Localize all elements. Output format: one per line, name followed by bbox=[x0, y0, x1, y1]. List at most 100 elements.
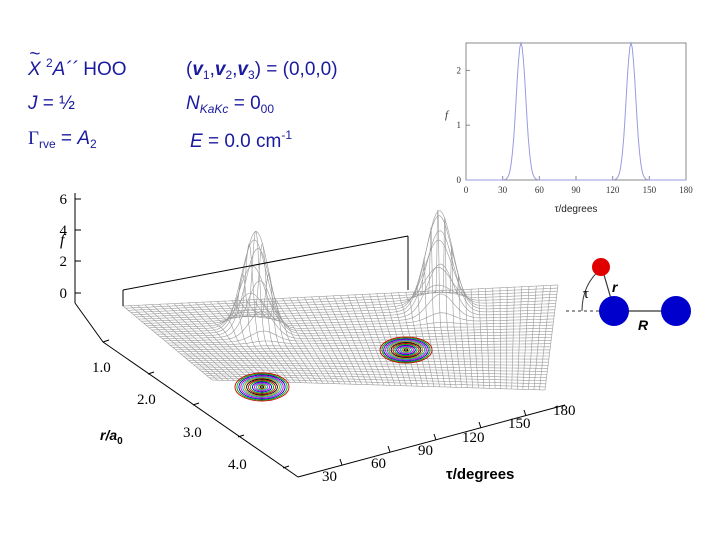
mesh-line-tau bbox=[260, 299, 318, 384]
contour-ring bbox=[399, 346, 413, 354]
mesh-line-r bbox=[170, 340, 552, 346]
mesh-line-tau bbox=[412, 285, 435, 387]
contour-ring bbox=[386, 340, 426, 360]
n-quantum-number: NKaKc = 000 bbox=[186, 94, 274, 115]
mesh-line-r bbox=[211, 379, 546, 391]
mesh-line-tau bbox=[166, 303, 246, 382]
r-tick-mark bbox=[192, 402, 200, 406]
mesh-line-r bbox=[191, 362, 549, 366]
tau-label: τ bbox=[583, 286, 589, 302]
mesh-line-r bbox=[143, 230, 555, 324]
paren-open: ( bbox=[186, 59, 193, 80]
n-value: = 0 bbox=[228, 93, 261, 114]
contour-rings bbox=[234, 336, 433, 402]
mesh-line-tau bbox=[456, 274, 468, 388]
inset-y-tick-label: 2 bbox=[457, 65, 462, 75]
contour-ring bbox=[385, 339, 427, 361]
inset-x-tick-label: 90 bbox=[572, 185, 582, 195]
mesh-line-tau bbox=[180, 303, 257, 382]
state-label: ~ X 2A´´ HOO bbox=[28, 45, 127, 80]
r-tick-mark bbox=[237, 434, 245, 438]
mesh-line-tau bbox=[449, 244, 463, 388]
j-symbol: J bbox=[28, 93, 38, 114]
r-label: r bbox=[612, 279, 619, 295]
mesh-line-r bbox=[133, 266, 557, 315]
tau-angle-arc bbox=[581, 267, 603, 312]
mesh-line-tau bbox=[318, 296, 363, 385]
f-tick-6: 6 bbox=[60, 192, 68, 208]
mesh-line-tau bbox=[267, 298, 324, 384]
v1-sub: 1 bbox=[202, 68, 210, 82]
tau-tick-30: 30 bbox=[322, 469, 337, 485]
mesh-line-tau bbox=[173, 303, 252, 382]
mesh-line-tau bbox=[289, 297, 340, 384]
r-tick-2: 2.0 bbox=[137, 392, 156, 408]
inset-x-tick-label: 180 bbox=[679, 185, 693, 195]
contour-ring bbox=[379, 336, 433, 364]
mesh-line-tau bbox=[505, 287, 508, 389]
mesh-line-tau bbox=[209, 301, 279, 383]
contour-ring bbox=[248, 379, 276, 395]
contour-ring bbox=[381, 337, 431, 363]
back-frame-top bbox=[122, 235, 409, 291]
tau-tick-120: 120 bbox=[462, 430, 485, 446]
gamma-symbol: Γ bbox=[28, 128, 39, 149]
mesh-line-tau bbox=[528, 285, 537, 390]
mesh-line-tau bbox=[137, 305, 224, 381]
e-exponent: -1 bbox=[281, 128, 293, 142]
symmetry-label: A´´ bbox=[52, 59, 78, 80]
contour-ring bbox=[255, 383, 269, 391]
mesh-line-r bbox=[149, 292, 555, 329]
vibrational-quanta: (v1,v2,v3) = (0,0,0) bbox=[186, 60, 338, 81]
oxygen-atom-1 bbox=[599, 296, 629, 326]
mesh-line-tau bbox=[253, 299, 313, 384]
tau-tick-mark bbox=[339, 458, 343, 466]
mesh-line-tau bbox=[159, 304, 240, 382]
v2-sub: 2 bbox=[225, 68, 233, 82]
j-value: = ½ bbox=[37, 93, 75, 114]
mesh-line-tau bbox=[539, 285, 552, 390]
tau-tick-60: 60 bbox=[371, 456, 386, 472]
mesh-line-tau bbox=[492, 288, 496, 389]
mesh-line-tau bbox=[217, 273, 285, 383]
mesh-line-r bbox=[196, 366, 548, 372]
contour-ring bbox=[253, 382, 271, 392]
mesh-line-tau bbox=[325, 296, 368, 385]
mesh-line-r bbox=[178, 349, 550, 352]
mesh-line-tau bbox=[188, 302, 263, 382]
mesh-line-tau bbox=[304, 297, 352, 385]
mesh-line-r bbox=[141, 210, 556, 322]
mesh-line-r bbox=[136, 239, 557, 318]
mesh-line-tau bbox=[441, 217, 457, 388]
contour-ring bbox=[401, 347, 411, 353]
contour-ring bbox=[390, 342, 422, 358]
r-tick-1: 1.0 bbox=[92, 360, 111, 376]
gamma-value: A bbox=[77, 128, 90, 149]
tau-axis-line bbox=[297, 404, 566, 478]
mesh-line-tau bbox=[144, 304, 229, 381]
vib-values: ) = (0,0,0) bbox=[254, 59, 338, 80]
inset-x-tick-label: 150 bbox=[643, 185, 657, 195]
mesh-line-tau bbox=[434, 209, 451, 388]
inset-y-tick-label: 1 bbox=[457, 120, 462, 130]
contour-ring bbox=[244, 377, 280, 397]
f-axis-label: f bbox=[60, 232, 67, 249]
mesh-line-tau bbox=[130, 305, 218, 381]
multiplicity: 2 bbox=[45, 56, 53, 70]
tau-tick-150: 150 bbox=[508, 416, 531, 432]
contour-ring bbox=[396, 344, 416, 356]
mesh-line-tau bbox=[522, 286, 530, 390]
inset-x-tick-label: 120 bbox=[606, 185, 620, 195]
mesh-line-tau bbox=[485, 288, 490, 389]
mesh-line-r bbox=[159, 248, 553, 337]
contour-ring bbox=[249, 380, 275, 394]
j-quantum-number: J = ½ bbox=[28, 94, 75, 113]
hydrogen-atom bbox=[592, 258, 610, 276]
gamma-equals: = bbox=[55, 128, 78, 149]
mesh-line-tau bbox=[224, 243, 290, 383]
mesh-line-r bbox=[156, 230, 554, 335]
r-tick-3: 3.0 bbox=[183, 425, 202, 441]
mesh-line-r bbox=[180, 352, 550, 355]
